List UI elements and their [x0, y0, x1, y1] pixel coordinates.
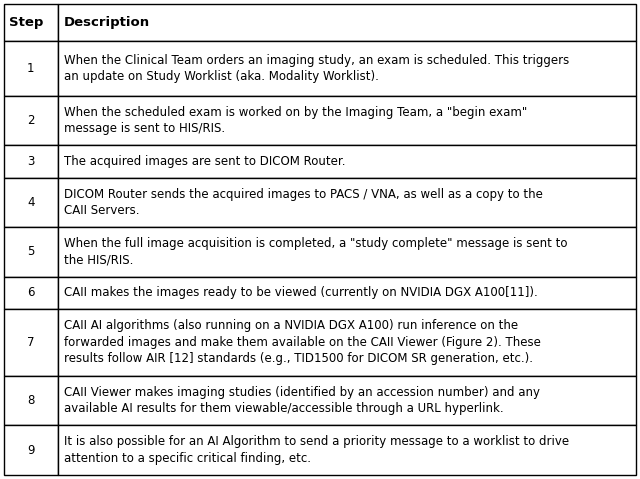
- Bar: [4, 309, 58, 376]
- Bar: [58, 309, 636, 376]
- Text: DICOM Router sends the acquired images to PACS / VNA, as well as a copy to the
C: DICOM Router sends the acquired images t…: [64, 188, 543, 217]
- Bar: [4, 145, 58, 178]
- Text: The acquired images are sent to DICOM Router.: The acquired images are sent to DICOM Ro…: [64, 155, 345, 168]
- Bar: [58, 227, 636, 277]
- Text: 9: 9: [27, 444, 35, 456]
- Text: 1: 1: [27, 62, 35, 75]
- Bar: [4, 41, 58, 96]
- Bar: [4, 4, 58, 41]
- Bar: [4, 277, 58, 309]
- Bar: [58, 4, 636, 41]
- Text: CAII makes the images ready to be viewed (currently on NVIDIA DGX A100[11]).: CAII makes the images ready to be viewed…: [64, 286, 538, 299]
- Text: CAII AI algorithms (also running on a NVIDIA DGX A100) run inference on the
forw: CAII AI algorithms (also running on a NV…: [64, 319, 541, 365]
- Text: 8: 8: [27, 394, 35, 407]
- Bar: [58, 96, 636, 145]
- Bar: [4, 178, 58, 227]
- Text: When the Clinical Team orders an imaging study, an exam is scheduled. This trigg: When the Clinical Team orders an imaging…: [64, 54, 569, 83]
- Bar: [58, 41, 636, 96]
- Bar: [58, 145, 636, 178]
- Text: 6: 6: [27, 286, 35, 299]
- Text: Step: Step: [9, 16, 44, 29]
- Text: 2: 2: [27, 114, 35, 127]
- Text: 5: 5: [27, 245, 35, 258]
- Text: 7: 7: [27, 336, 35, 349]
- Text: It is also possible for an AI Algorithm to send a priority message to a worklist: It is also possible for an AI Algorithm …: [64, 435, 569, 465]
- Bar: [4, 425, 58, 475]
- Bar: [58, 376, 636, 425]
- Text: Description: Description: [64, 16, 150, 29]
- Bar: [58, 277, 636, 309]
- Text: 3: 3: [27, 155, 35, 168]
- Bar: [4, 376, 58, 425]
- Text: When the scheduled exam is worked on by the Imaging Team, a "begin exam"
message: When the scheduled exam is worked on by …: [64, 106, 527, 135]
- Bar: [58, 425, 636, 475]
- Text: 4: 4: [27, 196, 35, 209]
- Text: CAII Viewer makes imaging studies (identified by an accession number) and any
av: CAII Viewer makes imaging studies (ident…: [64, 386, 540, 415]
- Text: When the full image acquisition is completed, a "study complete" message is sent: When the full image acquisition is compl…: [64, 237, 567, 267]
- Bar: [58, 178, 636, 227]
- Bar: [4, 96, 58, 145]
- Bar: [4, 227, 58, 277]
